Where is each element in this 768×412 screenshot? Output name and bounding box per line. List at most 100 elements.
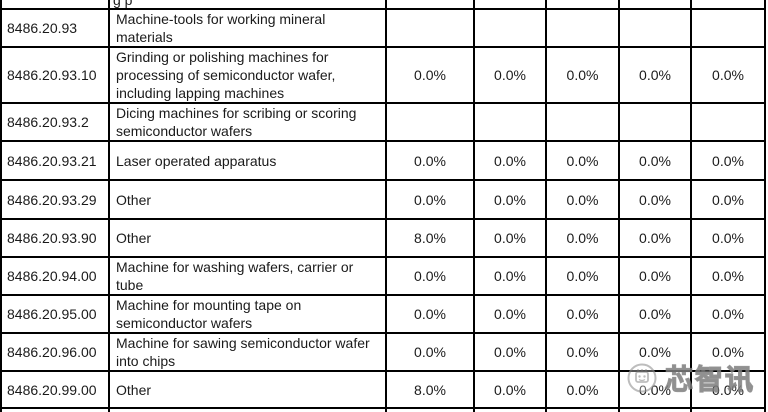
description-cell: Machine for mounting tape on semiconduct…: [108, 294, 387, 334]
rate-cell: 0.0%: [618, 370, 692, 409]
rate-cell: [690, 8, 766, 48]
rate-cell: [473, 407, 547, 412]
code-cell: 8486.20.93.21: [0, 140, 110, 181]
description-cell: Laser operated apparatus: [108, 140, 387, 181]
rate-cell: 0.0%: [690, 46, 766, 104]
rate-cell: [618, 407, 692, 412]
rate-cell: 0.0%: [545, 332, 620, 372]
description-cell: [108, 407, 387, 412]
rate-cell: [545, 8, 620, 48]
code-cell: 8486.20.93: [0, 8, 110, 48]
rate-cell: 8.0%: [385, 370, 475, 409]
rate-cell: 0.0%: [473, 370, 547, 409]
description-cell: Machine-tools for working mineral materi…: [108, 8, 387, 48]
description-cell: Grinding or polishing machines for proce…: [108, 46, 387, 104]
description-cell: Machine for sawing semiconductor wafer i…: [108, 332, 387, 372]
rate-cell: 0.0%: [690, 294, 766, 334]
rate-cell: 0.0%: [545, 179, 620, 220]
table-row: 8486.20.93 Machine-tools for working mine…: [0, 8, 766, 48]
description-cell: Other: [108, 179, 387, 220]
code-cell: 8486.20.93.29: [0, 179, 110, 220]
rate-cell: [690, 0, 766, 10]
rate-cell: 0.0%: [385, 140, 475, 181]
table-row: 8486.20.93.90 Other 8.0% 0.0% 0.0% 0.0% 0.0%: [0, 218, 766, 258]
rate-cell: 0.0%: [690, 370, 766, 409]
rate-cell: [385, 407, 475, 412]
rate-cell: [545, 102, 620, 142]
table-row: 8486.20.95.00 Machine for mounting tape o…: [0, 294, 766, 334]
rate-cell: [473, 0, 547, 10]
table-row: 8486.20.93.10 Grinding or polishing machi…: [0, 46, 766, 104]
description-cell: Other: [108, 218, 387, 258]
rate-cell: 8.0%: [385, 218, 475, 258]
rate-cell: 0.0%: [618, 332, 692, 372]
rate-cell: [473, 8, 547, 48]
table-row-partial: [0, 407, 766, 412]
rate-cell: 0.0%: [618, 179, 692, 220]
clipped-text-fragment: g p: [113, 0, 133, 8]
rate-cell: 0.0%: [690, 140, 766, 181]
rate-cell: 0.0%: [385, 332, 475, 372]
rate-cell: [690, 407, 766, 412]
code-cell: 8486.20.93.2: [0, 102, 110, 142]
rate-cell: [690, 102, 766, 142]
description-cell: Other: [108, 370, 387, 409]
rate-cell: 0.0%: [690, 256, 766, 296]
rate-cell: 0.0%: [545, 140, 620, 181]
table-row: 8486.20.93.29 Other 0.0% 0.0% 0.0% 0.0% 0.0%: [0, 179, 766, 220]
rate-cell: 0.0%: [473, 332, 547, 372]
rate-cell: 0.0%: [545, 294, 620, 334]
rate-cell: [385, 8, 475, 48]
rate-cell: 0.0%: [690, 179, 766, 220]
rate-cell: 0.0%: [690, 332, 766, 372]
table-row: 8486.20.96.00 Machine for sawing semicond…: [0, 332, 766, 372]
rate-cell: 0.0%: [473, 140, 547, 181]
rate-cell: [385, 0, 475, 10]
rate-cell: 0.0%: [385, 294, 475, 334]
rate-cell: [618, 0, 692, 10]
rate-cell: 0.0%: [618, 46, 692, 104]
description-cell: g p: [108, 0, 387, 10]
table-row: 8486.20.99.00 Other 8.0% 0.0% 0.0% 0.0% 0.0%: [0, 370, 766, 409]
code-cell: 8486.20.93.10: [0, 46, 110, 104]
rate-cell: 0.0%: [618, 140, 692, 181]
rate-cell: [618, 8, 692, 48]
table-row: 8486.20.93.2 Dicing machines for scribing…: [0, 102, 766, 142]
rate-cell: 0.0%: [618, 256, 692, 296]
rate-cell: 0.0%: [385, 46, 475, 104]
rate-cell: 0.0%: [545, 256, 620, 296]
rate-cell: 0.0%: [385, 256, 475, 296]
rate-cell: 0.0%: [473, 256, 547, 296]
table-row: 8486.20.94.00 Machine for washing wafers,…: [0, 256, 766, 296]
code-cell: 8486.20.94.00: [0, 256, 110, 296]
rate-cell: 0.0%: [473, 218, 547, 258]
code-cell: 8486.20.93.90: [0, 218, 110, 258]
rate-cell: 0.0%: [545, 218, 620, 258]
code-cell: [0, 0, 110, 10]
rate-cell: 0.0%: [618, 218, 692, 258]
description-cell: Machine for washing wafers, carrier or t…: [108, 256, 387, 296]
rate-cell: [473, 102, 547, 142]
code-cell: 8486.20.96.00: [0, 332, 110, 372]
table-row: 8486.20.93.21 Laser operated apparatus 0.0…: [0, 140, 766, 181]
rate-cell: [545, 407, 620, 412]
code-cell: 8486.20.99.00: [0, 370, 110, 409]
table-row-partial: g p: [0, 0, 766, 10]
rate-cell: 0.0%: [690, 218, 766, 258]
rate-cell: 0.0%: [545, 370, 620, 409]
code-cell: 8486.20.95.00: [0, 294, 110, 334]
rate-cell: 0.0%: [385, 179, 475, 220]
rate-cell: 0.0%: [473, 179, 547, 220]
rate-cell: 0.0%: [545, 46, 620, 104]
description-cell: Dicing machines for scribing or scoring …: [108, 102, 387, 142]
rate-cell: [545, 0, 620, 10]
rate-cell: 0.0%: [618, 294, 692, 334]
rate-cell: [385, 102, 475, 142]
rate-cell: 0.0%: [473, 46, 547, 104]
code-cell: [0, 407, 110, 412]
rate-cell: [618, 102, 692, 142]
rate-cell: 0.0%: [473, 294, 547, 334]
